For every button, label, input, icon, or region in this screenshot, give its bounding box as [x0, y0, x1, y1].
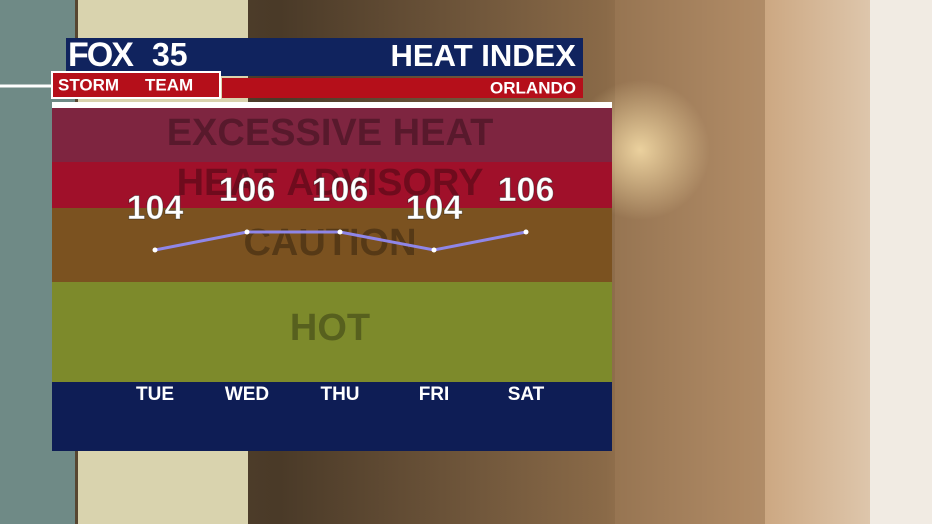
band [52, 162, 612, 208]
band-label: EXCESSIVE HEAT [167, 112, 494, 154]
logo-team: STORM [58, 75, 119, 94]
title-bar [66, 38, 583, 76]
logo-team-end: TEAM [145, 75, 193, 94]
bokeh [870, 0, 932, 524]
logo-channel: 35 [152, 36, 188, 72]
value-label: 104 [127, 189, 184, 227]
footer [52, 382, 612, 451]
x-tick-label: TUE [136, 384, 174, 405]
x-tick-label: SAT [508, 384, 545, 405]
value-label: 106 [219, 171, 276, 209]
point [431, 247, 437, 253]
x-tick-label: FRI [419, 384, 450, 405]
band [52, 282, 612, 382]
band [52, 108, 612, 162]
point [152, 247, 158, 253]
x-tick-label: WED [225, 384, 269, 405]
x-tick-label: THU [320, 384, 359, 405]
band-label: CAUTION [243, 222, 416, 264]
band [52, 208, 612, 282]
bokeh [615, 0, 765, 524]
point [244, 229, 250, 235]
value-label: 104 [406, 189, 463, 227]
value-label: 106 [312, 171, 369, 209]
value-label: 106 [498, 171, 555, 209]
band-label: HOT [290, 307, 370, 349]
point [337, 229, 343, 235]
point [523, 229, 529, 235]
chart-title: HEAT INDEX [391, 38, 577, 73]
subtitle-bar [222, 78, 583, 98]
panel-rule [52, 102, 612, 108]
plot: EXCESSIVE HEAT HEAT ADVISORY CAUTION HOT TUE… [52, 108, 612, 451]
team-bar [51, 71, 221, 99]
chart-subtitle: ORLANDO [490, 78, 576, 97]
logo-brand: FOX [68, 36, 134, 74]
band-label: HEAT ADVISORY [177, 162, 484, 204]
